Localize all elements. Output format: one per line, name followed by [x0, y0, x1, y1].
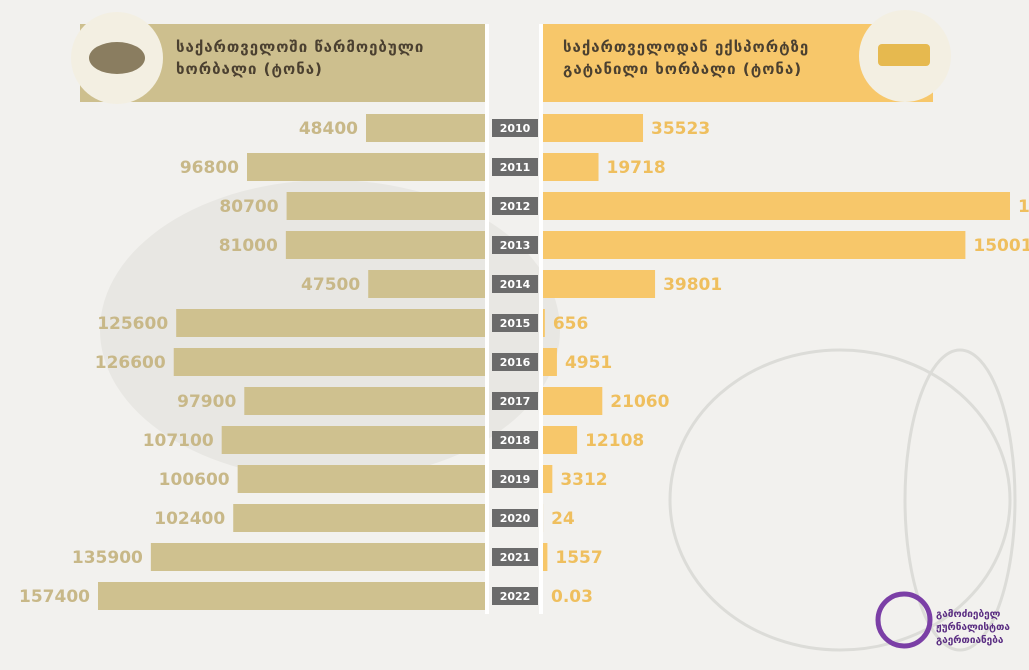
bar	[173, 348, 485, 376]
bar	[368, 270, 485, 298]
logo-mark	[875, 591, 933, 649]
year-box	[492, 314, 538, 332]
data-label: 102400	[154, 509, 225, 529]
bar	[244, 387, 485, 415]
year-box	[492, 119, 538, 137]
data-label: 135900	[72, 548, 143, 568]
year-label: 2018	[500, 434, 531, 447]
hay-bale	[668, 348, 1012, 652]
data-label: 126600	[95, 353, 166, 373]
year-label: 2016	[500, 356, 531, 369]
bar	[543, 114, 644, 142]
year-box	[492, 509, 538, 527]
data-label: 125600	[97, 314, 168, 334]
bar	[286, 192, 485, 220]
data-label: 81000	[219, 236, 278, 256]
data-label: 21060	[610, 392, 669, 412]
year-box	[492, 392, 538, 410]
year-label: 2021	[500, 551, 531, 564]
data-label: 107100	[143, 431, 214, 451]
data-label: 3312	[560, 470, 607, 490]
left-title: საქართველოში წარმოებული ხორბალი (ტონა)	[176, 38, 425, 78]
year-box	[492, 275, 538, 293]
bar	[150, 543, 486, 571]
data-label: 24	[551, 509, 575, 529]
bar	[543, 543, 548, 571]
year-label: 2017	[500, 395, 531, 408]
year-box	[492, 353, 538, 371]
bar	[246, 153, 485, 181]
bar	[176, 309, 486, 337]
year-label: 2012	[500, 200, 531, 213]
bar	[543, 348, 557, 376]
harvester-icon-body	[878, 44, 930, 66]
data-label: 165862	[1018, 197, 1029, 217]
year-label: 2010	[500, 122, 531, 135]
divider	[539, 24, 543, 614]
data-label: 0.03	[551, 587, 593, 607]
bar	[543, 231, 966, 259]
data-label: 35523	[651, 119, 710, 139]
bar	[543, 192, 1010, 220]
bar	[543, 387, 603, 415]
bar	[365, 114, 485, 142]
right-title: საქართველოდან ექსპორტზე გატანილი ხორბალი…	[563, 38, 810, 78]
bar	[237, 465, 485, 493]
bar	[233, 504, 485, 532]
year-label: 2020	[500, 512, 531, 525]
data-label: 656	[553, 314, 589, 334]
data-label: 100600	[159, 470, 230, 490]
data-label: 19718	[607, 158, 666, 178]
logo-text: გამოძიებელ ჟურნალისტთა გაერთიანება	[936, 608, 1026, 647]
bar	[221, 426, 486, 454]
data-label: 80700	[219, 197, 278, 217]
data-label: 157400	[19, 587, 90, 607]
bar	[543, 153, 599, 181]
bar	[285, 231, 485, 259]
bar	[98, 582, 485, 610]
data-label: 39801	[663, 275, 722, 295]
data-label: 12108	[585, 431, 644, 451]
hay-bale-end	[903, 348, 1017, 652]
year-box	[492, 587, 538, 605]
data-label: 96800	[180, 158, 239, 178]
year-label: 2019	[500, 473, 531, 486]
year-label: 2014	[500, 278, 531, 291]
logo-line: ჟურნალისტთა	[936, 622, 1010, 633]
bar	[543, 309, 545, 337]
year-box	[492, 470, 538, 488]
bar	[543, 426, 578, 454]
data-label: 48400	[299, 119, 358, 139]
data-label: 1557	[555, 548, 602, 568]
bar	[543, 270, 656, 298]
logo-line: გამოძიებელ	[936, 609, 1001, 620]
year-label: 2015	[500, 317, 531, 330]
year-box	[492, 431, 538, 449]
data-label: 150017	[973, 236, 1029, 256]
year-box	[492, 158, 538, 176]
data-label: 97900	[177, 392, 236, 412]
year-label: 2011	[500, 161, 531, 174]
logo-line: გაერთიანება	[936, 635, 1004, 646]
divider	[485, 24, 489, 614]
wheat-icon-bowl	[89, 42, 145, 74]
year-box	[492, 236, 538, 254]
data-label: 4951	[565, 353, 612, 373]
year-box	[492, 548, 538, 566]
year-box	[492, 197, 538, 215]
data-label: 47500	[301, 275, 360, 295]
bar	[543, 465, 553, 493]
year-label: 2022	[500, 590, 531, 603]
year-label: 2013	[500, 239, 531, 252]
